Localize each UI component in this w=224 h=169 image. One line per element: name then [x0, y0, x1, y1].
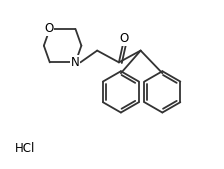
Text: O: O [44, 22, 53, 35]
Text: N: N [71, 56, 80, 69]
Text: HCl: HCl [15, 142, 36, 155]
Text: O: O [119, 32, 129, 45]
